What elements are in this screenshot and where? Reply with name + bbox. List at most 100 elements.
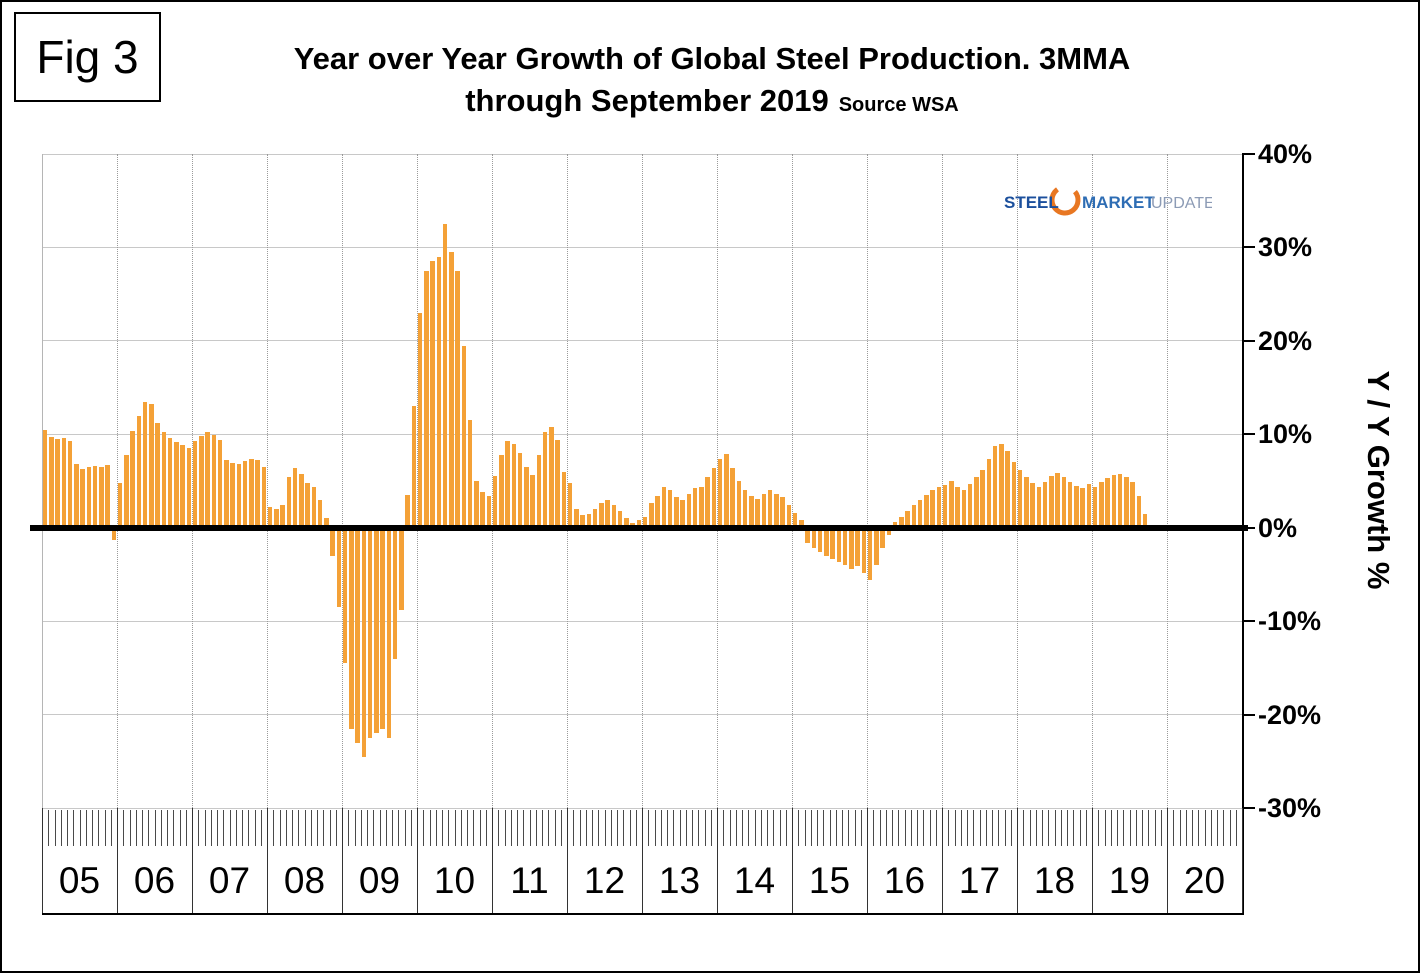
bar <box>917 499 923 528</box>
month-tick <box>1129 810 1131 846</box>
month-tick <box>360 810 362 846</box>
bar <box>774 494 779 528</box>
year-separator <box>417 808 418 913</box>
month-tick <box>517 810 518 846</box>
month-tick <box>935 810 937 846</box>
bar <box>974 477 979 528</box>
bar <box>249 458 254 528</box>
month-tick <box>167 810 168 846</box>
gridline-year <box>342 154 343 808</box>
month-tick <box>954 810 956 846</box>
year-label: 10 <box>433 860 476 901</box>
bar <box>405 495 410 528</box>
bar <box>699 486 704 528</box>
bar <box>374 527 379 734</box>
month-tick <box>1217 810 1218 846</box>
bar <box>1080 487 1085 528</box>
bar <box>524 466 529 528</box>
month-tick <box>948 810 950 846</box>
bar <box>1055 472 1060 528</box>
year-label: 16 <box>883 860 926 901</box>
bar <box>436 256 442 528</box>
month-tick <box>1010 810 1012 846</box>
bar <box>1036 486 1042 528</box>
bar <box>580 514 585 528</box>
bar <box>1011 462 1017 528</box>
y-tick-label: 10% <box>1258 419 1313 450</box>
year-separator <box>267 808 268 913</box>
bar <box>180 445 185 528</box>
month-tick <box>60 810 62 846</box>
bar <box>299 473 304 528</box>
bar <box>330 527 335 556</box>
month-tick <box>742 810 743 846</box>
year-label: 09 <box>358 860 401 901</box>
month-tick <box>1073 810 1075 846</box>
month-tick <box>354 810 356 846</box>
bar <box>849 527 854 569</box>
month-tick <box>1042 810 1043 846</box>
bar <box>1105 478 1110 528</box>
month-tick <box>1185 810 1187 846</box>
bar <box>399 527 404 610</box>
y-axis-line <box>1242 154 1244 913</box>
bar <box>442 224 448 528</box>
y-tick <box>1242 246 1255 249</box>
month-tick <box>217 810 218 846</box>
month-tick <box>654 810 656 846</box>
bar <box>124 454 129 528</box>
month-tick <box>292 810 293 846</box>
month-tick <box>185 810 187 846</box>
month-tick <box>242 810 243 846</box>
smu-logo-graphic: STEEL MARKET UPDATE <box>1004 184 1215 216</box>
bar <box>317 499 323 528</box>
bar <box>55 438 60 528</box>
month-tick <box>760 810 762 846</box>
gridline-year <box>417 154 418 808</box>
bar <box>1061 477 1067 528</box>
month-tick <box>323 810 325 846</box>
bar <box>455 270 460 528</box>
year-label: 14 <box>733 860 776 901</box>
month-tick <box>367 810 368 846</box>
month-tick <box>179 810 181 846</box>
bar <box>880 527 885 549</box>
month-tick <box>310 810 312 846</box>
bar <box>905 510 910 528</box>
bar <box>755 498 760 528</box>
year-separator <box>642 808 643 913</box>
bar <box>692 488 698 528</box>
bar <box>749 495 754 528</box>
year-separator <box>1242 808 1243 913</box>
y-tick <box>1242 713 1255 716</box>
month-tick <box>829 810 831 846</box>
month-tick <box>1004 810 1006 846</box>
bar <box>255 460 260 528</box>
year-label: 07 <box>208 860 251 901</box>
bar <box>636 520 642 528</box>
month-tick <box>248 810 250 846</box>
month-tick <box>442 810 443 846</box>
month-tick <box>1154 810 1156 846</box>
bar <box>1142 513 1148 528</box>
month-tick <box>1079 810 1081 846</box>
bar <box>874 527 879 566</box>
month-tick <box>229 810 231 846</box>
bar <box>705 477 710 528</box>
bar <box>411 406 417 528</box>
month-tick <box>860 810 862 846</box>
bar <box>574 509 579 528</box>
bar <box>324 518 329 528</box>
month-tick <box>479 810 481 846</box>
bar <box>430 261 435 528</box>
month-tick <box>679 810 681 846</box>
month-tick <box>1048 810 1050 846</box>
bar <box>311 486 317 528</box>
bar <box>105 465 110 528</box>
month-tick <box>767 810 768 846</box>
year-label: 17 <box>958 860 1001 901</box>
bar <box>992 446 998 528</box>
bar <box>761 494 767 528</box>
month-tick <box>335 810 337 846</box>
